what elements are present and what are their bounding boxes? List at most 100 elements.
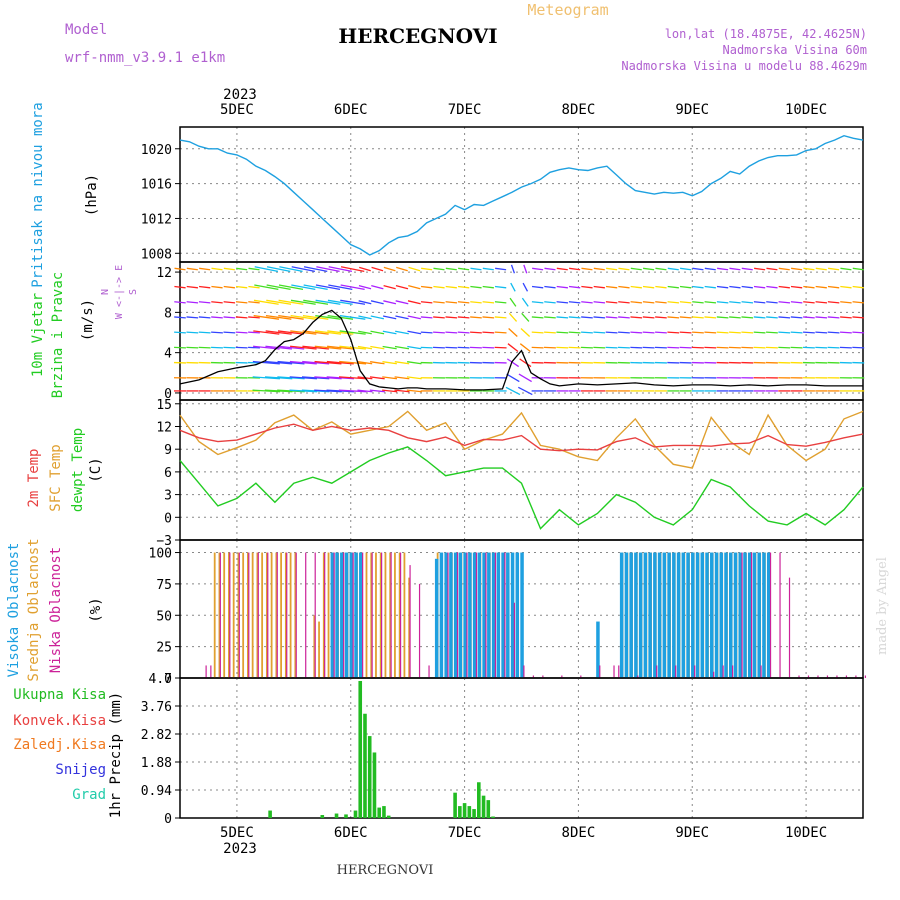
- compass-we: W <-|-> E: [114, 265, 125, 319]
- y-tick-label: 3: [164, 489, 172, 504]
- cloud-bar-high: [710, 552, 714, 678]
- wind-barb: [840, 331, 852, 334]
- wind-barb: [174, 285, 186, 289]
- wind-barb: [235, 346, 248, 349]
- panels-group: 100810121016102004812−303691215025507510…: [141, 126, 866, 827]
- wind-barb: [482, 267, 494, 271]
- wind-barb: [519, 343, 531, 353]
- wind-barb: [642, 346, 655, 349]
- wind-barb: [840, 267, 852, 271]
- compass-n: N: [100, 289, 111, 295]
- wind-barb: [445, 331, 458, 334]
- wind-barb: [704, 301, 717, 304]
- sfc-temp-label: SFC Temp: [48, 444, 64, 511]
- wind-barb: [827, 301, 840, 304]
- wind-barb: [248, 285, 260, 289]
- wind-barb: [457, 331, 470, 334]
- wind-barb: [370, 315, 384, 320]
- wind-barb: [630, 301, 643, 304]
- wind-barb: [458, 267, 470, 271]
- wind-barb: [643, 267, 655, 271]
- wind-barb: [277, 330, 305, 335]
- wind-barb: [433, 301, 445, 304]
- precip-bar: [320, 815, 325, 818]
- wind-barb: [198, 316, 211, 319]
- precip-bar: [358, 680, 363, 818]
- wind-barb: [556, 346, 569, 349]
- wind-barb: [815, 285, 827, 289]
- day-label-top: 6DEC: [334, 102, 368, 118]
- y-tick-label: 8: [164, 306, 172, 321]
- wind-barb: [211, 346, 223, 349]
- wind-barb: [581, 301, 593, 304]
- wind-barb: [729, 316, 741, 319]
- precip-bar: [377, 807, 382, 818]
- wind-barb: [406, 389, 422, 393]
- cloud-bar-high: [354, 552, 358, 678]
- wind-barb: [370, 330, 385, 335]
- wind-barb: [174, 346, 186, 349]
- cloud-bar-high: [330, 552, 335, 678]
- wind-barb: [253, 314, 280, 320]
- wind-barb: [815, 301, 828, 304]
- wind-barb: [186, 301, 199, 304]
- cloud-bar-mid: [213, 552, 216, 678]
- wind-barb: [556, 316, 569, 319]
- wind-barb: [253, 345, 280, 350]
- wind-barb: [754, 267, 766, 271]
- wind-barb: [445, 267, 457, 271]
- wind-barb: [395, 330, 409, 335]
- wind-barb: [505, 386, 521, 396]
- cloud-bar-mid: [223, 552, 226, 678]
- wind-barb: [716, 301, 729, 304]
- wind-barb: [382, 330, 397, 335]
- wind-barb: [470, 285, 482, 289]
- wind-barb: [482, 331, 495, 334]
- wind-barb: [593, 267, 605, 271]
- wind-label-1: 10m Vjetar: [30, 293, 46, 377]
- wind-barb: [494, 301, 507, 304]
- wind-barb: [223, 346, 236, 349]
- cloud-bar-high: [700, 552, 705, 678]
- precip-bar: [353, 810, 358, 818]
- cloud-bar-high: [340, 552, 344, 678]
- wind-barb: [340, 266, 365, 273]
- cloud-bar-high: [619, 552, 624, 678]
- precip-legend-label: Zaledj.Kisa: [13, 737, 106, 753]
- wind-barb: [315, 299, 341, 305]
- wind-barb: [264, 389, 293, 393]
- high-cloud-label: Visoka Oblacnost: [6, 543, 22, 678]
- wind-barb: [716, 331, 729, 334]
- wind-barb: [630, 331, 643, 334]
- cloud-bar-low: [836, 675, 838, 678]
- wind-barb: [765, 346, 778, 349]
- wind-barb: [327, 330, 354, 335]
- wind-barb: [265, 330, 292, 335]
- wind-barb: [290, 314, 317, 320]
- cloud-bar-mid: [275, 552, 278, 678]
- cloud-bar-mid: [280, 552, 283, 678]
- y-tick-label: 1012: [141, 212, 172, 227]
- cloud-bar-high: [662, 552, 667, 678]
- wind-barb: [394, 345, 410, 350]
- cloud-bar-high: [757, 552, 761, 678]
- wind-barb: [248, 316, 260, 319]
- cloud-bar-high: [695, 552, 700, 678]
- day-label-top: 8DEC: [562, 102, 596, 118]
- wind-barb: [408, 284, 421, 290]
- wind-barb: [716, 285, 729, 289]
- model-elevation-label: Nadmorska Visina u modelu 88.4629m: [621, 59, 867, 73]
- wind-barb: [593, 301, 606, 304]
- wind-barb: [174, 316, 186, 319]
- wind-barb: [420, 331, 433, 334]
- cloud-bar-low: [807, 675, 810, 678]
- wind-barb: [211, 331, 223, 334]
- wind-barb: [605, 301, 618, 304]
- precip-bar: [458, 806, 462, 818]
- wind-barb: [357, 389, 373, 393]
- wind-barb: [692, 285, 704, 289]
- pressure-label: Pritisak na nivou mora: [30, 102, 46, 287]
- cloud-bar-low: [475, 552, 478, 678]
- cloud-bar-high: [506, 552, 510, 678]
- cloud-bar-low: [447, 552, 449, 678]
